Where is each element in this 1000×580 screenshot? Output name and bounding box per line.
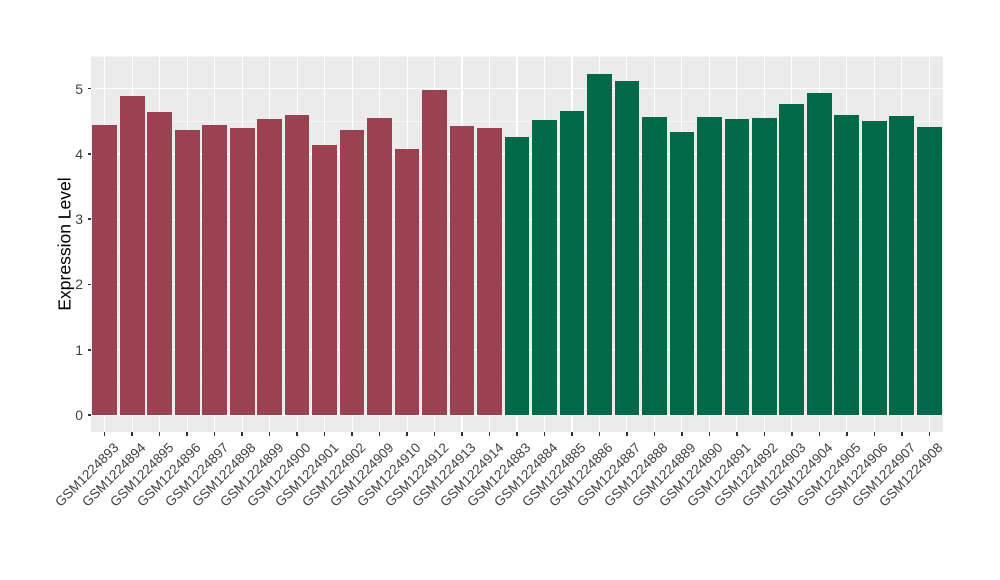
bar-GSM1224910 [394, 148, 420, 416]
x-tick-mark [433, 432, 436, 436]
bar-GSM1224899 [257, 119, 282, 416]
bar-GSM1224900 [284, 114, 310, 416]
x-tick-mark [103, 432, 106, 436]
bar-GSM1224885 [559, 110, 585, 416]
panel-background [91, 56, 943, 432]
bar-GSM1224886 [587, 73, 612, 416]
x-tick-mark [763, 432, 766, 436]
y-tick-label: 3 [75, 211, 83, 228]
x-tick-mark [653, 432, 656, 436]
x-tick-mark [736, 432, 738, 436]
y-tick-mark [87, 218, 91, 220]
bar-GSM1224913 [449, 125, 475, 416]
x-tick-mark [131, 432, 133, 436]
x-tick-mark [598, 432, 601, 436]
bar-GSM1224888 [642, 117, 667, 416]
bar-GSM1224895 [147, 112, 173, 415]
x-tick-mark [461, 432, 463, 436]
x-tick-mark [213, 432, 216, 436]
bar-GSM1224892 [751, 118, 777, 415]
bar-GSM1224893 [92, 124, 118, 416]
x-tick-mark [488, 432, 491, 436]
y-tick-label: 1 [75, 341, 83, 358]
bar-GSM1224890 [697, 116, 722, 416]
bar-GSM1224889 [669, 131, 695, 416]
x-tick-mark [516, 432, 518, 436]
y-tick-mark [87, 153, 91, 155]
bar-GSM1224908 [916, 127, 942, 416]
bar-GSM1224901 [312, 144, 337, 416]
x-tick-mark [873, 432, 876, 436]
y-tick-label: 4 [75, 145, 83, 162]
x-tick-mark [626, 432, 628, 436]
x-tick-mark [268, 432, 271, 436]
x-tick-mark [791, 432, 793, 436]
plot-panel: 0 1 2 3 4 5 GSM1224893 GSM1224894 GSM1224895 GSM1… [52, 56, 946, 510]
x-tick-mark [681, 432, 683, 436]
bar-GSM1224904 [806, 93, 832, 416]
bar-GSM1224884 [532, 119, 557, 416]
x-tick-mark [708, 432, 711, 436]
bar-GSM1224897 [202, 124, 228, 416]
bar-GSM1224909 [367, 118, 392, 415]
x-tick-mark [846, 432, 848, 436]
y-tick-label: 5 [75, 80, 83, 97]
x-tick-mark [818, 432, 821, 436]
y-tick-mark [87, 283, 91, 286]
bar-GSM1224894 [119, 96, 145, 416]
bar-GSM1224905 [834, 114, 860, 416]
bar-GSM1224891 [724, 118, 750, 416]
y-tick-mark [87, 349, 91, 351]
x-tick-mark [928, 432, 930, 436]
y-tick-mark [87, 87, 91, 90]
y-tick-label: 0 [75, 407, 83, 424]
bar-GSM1224883 [504, 136, 530, 416]
x-tick-mark [901, 432, 903, 436]
x-tick-mark [571, 432, 573, 436]
x-tick-mark [241, 432, 243, 436]
x-tick-mark [323, 432, 326, 436]
bar-GSM1224903 [779, 103, 805, 416]
bar-GSM1224914 [477, 128, 502, 416]
y-tick-mark [87, 414, 91, 416]
bar-GSM1224907 [889, 116, 915, 416]
x-tick-mark [543, 432, 546, 436]
x-tick-mark [406, 432, 408, 436]
y-axis-title: Expression Level [54, 177, 75, 311]
bar-GSM1224902 [339, 129, 365, 415]
bar-GSM1224906 [861, 120, 887, 416]
x-tick-mark [296, 432, 298, 436]
bar-GSM1224912 [422, 89, 447, 416]
bar-GSM1224896 [174, 130, 200, 416]
bar-GSM1224898 [229, 127, 255, 416]
x-tick-mark [186, 432, 188, 436]
x-tick-mark [158, 432, 161, 436]
bar-GSM1224887 [614, 80, 640, 416]
x-tick-mark [378, 432, 381, 436]
x-tick-mark [351, 432, 353, 436]
y-tick-label: 2 [75, 276, 83, 293]
